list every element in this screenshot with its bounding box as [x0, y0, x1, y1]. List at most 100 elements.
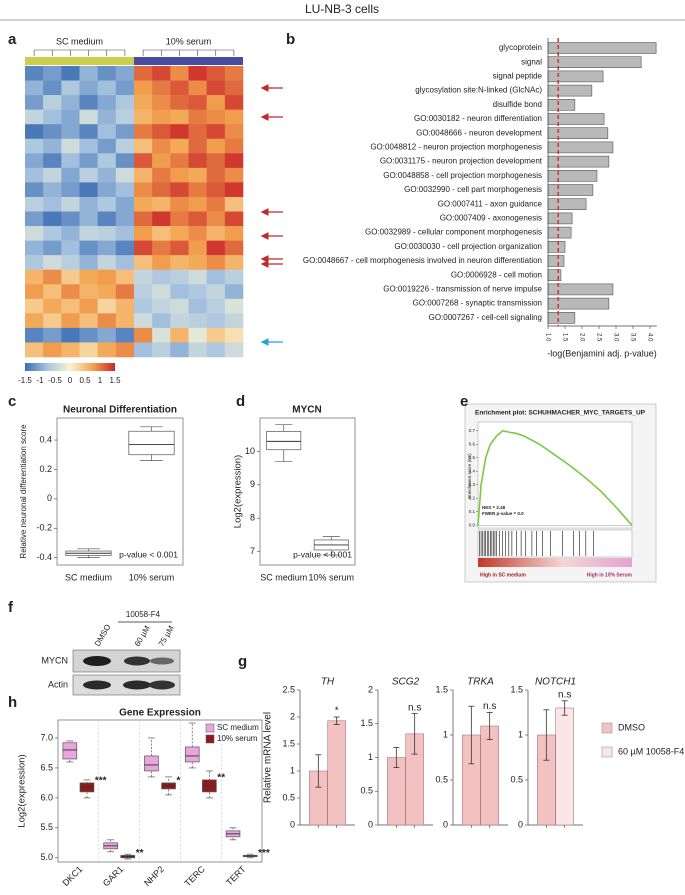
- heatmap-cell: [79, 269, 98, 285]
- bar: [555, 707, 574, 826]
- heatmap-cell: [97, 313, 117, 329]
- category-label: GO:0031175 - neuron projection developme…: [380, 157, 543, 166]
- heatmap-cell: [25, 313, 44, 329]
- heatmap-cell: [97, 240, 117, 256]
- note: p-value < 0.001: [293, 549, 352, 559]
- heatmap-cell: [43, 109, 62, 125]
- box: [266, 431, 302, 451]
- heatmap-cell: [79, 66, 98, 81]
- bar: [547, 70, 604, 83]
- y-axis-label: Log2(expression): [17, 754, 28, 827]
- heatmap-cell: [61, 66, 80, 81]
- panel-letter: f: [8, 599, 14, 616]
- heatmap-cell: [170, 255, 189, 270]
- heatmap-cell: [79, 226, 98, 241]
- bar: [547, 56, 642, 69]
- x-tick-label: 10% serum: [308, 572, 354, 582]
- heatmap-cell: [79, 124, 98, 140]
- panel-letter: e: [460, 393, 468, 410]
- y-tick-label: 0.1: [469, 509, 476, 514]
- x-tick-label: SC medium: [260, 572, 307, 582]
- band: [150, 657, 174, 665]
- chart-title: TH: [321, 677, 335, 688]
- heatmap-cell: [188, 269, 207, 285]
- heatmap-cell: [206, 124, 226, 140]
- x-tick-label: 10% serum: [129, 572, 175, 582]
- heatmap-cell: [61, 226, 80, 241]
- heatmap-cell: [170, 196, 189, 212]
- y-tick-label: 5.5: [40, 822, 53, 832]
- heatmap-cell: [97, 327, 117, 343]
- heatmap-cell: [79, 298, 98, 314]
- rank-gradient: [478, 558, 632, 567]
- y-tick-label: -0.4: [36, 552, 52, 562]
- heatmap-cell: [170, 80, 189, 96]
- heatmap-cell: [97, 182, 117, 198]
- y-tick-label: 0.5: [435, 774, 448, 784]
- heatmap-cell: [79, 196, 98, 212]
- heatmap-cell: [170, 313, 189, 329]
- heatmap-cell: [152, 124, 171, 140]
- heatmap-cell: [152, 182, 171, 198]
- y-tick-label: 0: [368, 819, 373, 829]
- bar: [547, 241, 566, 253]
- y-tick-label: 1: [368, 752, 373, 762]
- heatmap-cell: [97, 196, 117, 212]
- category-label: GO:0030182 - neuron differentiation: [414, 114, 542, 123]
- heatmap-cell: [188, 255, 207, 270]
- row-label: MYCN: [42, 655, 69, 665]
- heatmap-cell: [79, 153, 98, 169]
- x-tick-label: 2.5: [595, 333, 601, 342]
- heatmap-cell: [152, 226, 171, 241]
- heatmap-cell: [43, 196, 62, 212]
- heatmap-cell: [61, 298, 80, 314]
- heatmap-cell: [224, 226, 244, 241]
- heatmap-cell: [25, 167, 44, 183]
- heatmap-cell: [115, 342, 135, 358]
- heatmap-cell: [206, 153, 226, 169]
- legend-label: 10% serum: [217, 734, 258, 743]
- significance: *: [335, 706, 339, 717]
- y-tick-label: 0.5: [360, 786, 373, 796]
- heatmap-cell: [25, 255, 44, 270]
- heatmap-cell: [25, 240, 44, 256]
- heatmap-cell: [61, 95, 80, 110]
- colorbar-tick-label: 1.5: [109, 376, 121, 385]
- bar: [547, 155, 610, 168]
- heatmap-cell: [97, 269, 117, 285]
- x-tick-label: SC medium: [65, 572, 112, 582]
- panel-letter: h: [8, 694, 17, 711]
- heatmap-cell: [152, 327, 171, 343]
- heatmap-cell: [97, 66, 117, 81]
- heatmap-cell: [152, 167, 171, 183]
- heatmap-cell: [224, 138, 244, 154]
- box: [184, 746, 200, 763]
- y-axis-label: Log2(expression): [233, 455, 244, 528]
- group-strip: [134, 57, 243, 65]
- panel-letter: c: [8, 393, 16, 410]
- heatmap-cell: [206, 284, 226, 300]
- heatmap-cell: [79, 211, 98, 227]
- arrows: [260, 84, 283, 346]
- heatmap-cell: [115, 211, 135, 227]
- legend-label: DMSO: [618, 722, 645, 732]
- rank-label: High in 10% Serum: [587, 572, 633, 578]
- heatmap-cell: [188, 153, 207, 169]
- heatmap-cell: [224, 80, 244, 96]
- heatmap-cell: [97, 153, 117, 169]
- category-label: GO:0007268 - synaptic transmission: [413, 299, 542, 308]
- heatmap-cell: [61, 327, 80, 343]
- heatmap-cell: [115, 313, 135, 329]
- heatmap-cell: [170, 66, 189, 81]
- heatmap-cell: [61, 109, 80, 125]
- heatmap-cell: [79, 313, 98, 329]
- significance: ***: [258, 848, 270, 859]
- heatmap-cell: [170, 240, 189, 256]
- chart-title: NOTCH1: [535, 677, 576, 688]
- heatmap-cell: [115, 182, 135, 198]
- heatmap-cell: [25, 109, 44, 125]
- heatmap-cell: [188, 240, 207, 256]
- heatmap-cell: [25, 211, 44, 227]
- heatmap-cell: [97, 211, 117, 227]
- heatmap-cell: [224, 269, 244, 285]
